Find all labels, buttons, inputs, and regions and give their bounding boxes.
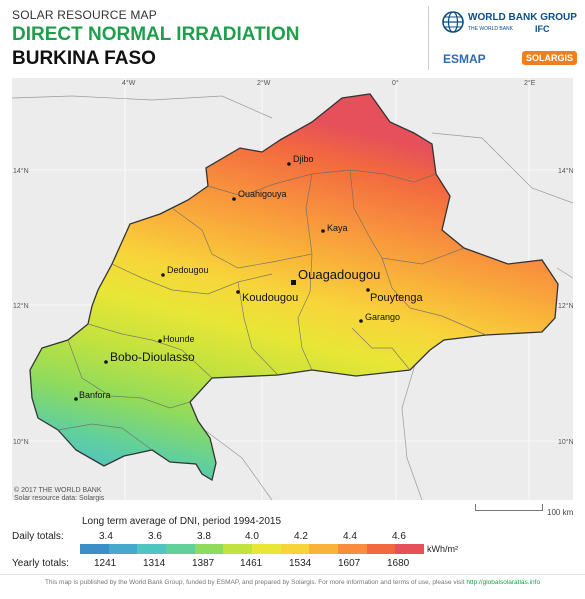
latitude-labels: 14°N 12°N 10°N 14°N 12°N 10°N bbox=[13, 167, 573, 446]
daily-value: 4.4 bbox=[343, 531, 357, 542]
country-name: BURKINA FASO bbox=[12, 48, 156, 69]
map-copyright: © 2017 THE WORLD BANK Solar resource dat… bbox=[14, 487, 104, 503]
city-label: Ouagadougou bbox=[298, 267, 380, 282]
legend-swatch bbox=[223, 544, 253, 554]
longitude-labels: 4°W 2°W 0° 2°E bbox=[122, 79, 536, 87]
city-label: Bobo-Dioulasso bbox=[110, 350, 195, 364]
lon-label-2e: 2°E bbox=[524, 79, 536, 87]
legend-swatch bbox=[108, 544, 138, 554]
city-label: Ouahigouya bbox=[238, 189, 287, 199]
city-label: Djibo bbox=[293, 154, 314, 164]
city-djibo: Djibo bbox=[287, 154, 314, 166]
city-label: Koudougou bbox=[242, 292, 298, 304]
lat-label-14n: 14°N bbox=[13, 167, 29, 175]
footer-link[interactable]: http://globalsolaratlas.info bbox=[466, 579, 541, 586]
yearly-value: 1534 bbox=[289, 558, 312, 569]
legend-swatch bbox=[80, 544, 109, 554]
lat-label-12n: 12°N bbox=[13, 302, 29, 310]
yearly-totals-label: Yearly totals: bbox=[12, 558, 69, 569]
world-bank-sub-text: THE WORLD BANK bbox=[468, 26, 514, 32]
daily-value: 4.2 bbox=[294, 531, 308, 542]
world-bank-logo: WORLD BANK GROUP THE WORLD BANK IFC bbox=[442, 9, 580, 43]
legend-swatch bbox=[338, 544, 367, 554]
yearly-value: 1387 bbox=[192, 558, 215, 569]
lon-label-4w: 4°W bbox=[122, 79, 136, 87]
daily-totals-label: Daily totals: bbox=[12, 531, 64, 542]
legend-swatch bbox=[309, 544, 339, 554]
legend-swatch bbox=[366, 544, 396, 554]
legend-swatch bbox=[280, 544, 310, 554]
ifc-text: IFC bbox=[535, 24, 550, 34]
world-bank-group-text: WORLD BANK GROUP bbox=[468, 12, 577, 23]
header-divider bbox=[428, 6, 429, 70]
daily-value: 3.8 bbox=[197, 531, 211, 542]
lon-label-2w: 2°W bbox=[257, 79, 271, 87]
city-markers: Djibo Ouahigouya Kaya Dedougou Ouagadoug… bbox=[74, 154, 423, 401]
city-label: Hounde bbox=[163, 334, 195, 344]
scale-bar-label: 100 km bbox=[547, 508, 574, 517]
daily-value: 3.4 bbox=[99, 531, 113, 542]
city-pouytenga: Pouytenga bbox=[366, 288, 423, 304]
city-label: Banfora bbox=[79, 390, 111, 400]
legend-swatch bbox=[166, 544, 195, 554]
city-kaya: Kaya bbox=[321, 223, 348, 233]
city-hounde: Hounde bbox=[158, 334, 195, 344]
yearly-value: 1314 bbox=[143, 558, 166, 569]
esmap-logo: ESMAP bbox=[443, 52, 486, 66]
city-garango: Garango bbox=[359, 312, 400, 323]
lat-label-10n-right: 10°N bbox=[558, 438, 573, 446]
legend-swatch bbox=[194, 544, 224, 554]
daily-value: 4.6 bbox=[392, 531, 406, 542]
city-ouahigouya: Ouahigouya bbox=[232, 189, 287, 201]
globe-icon bbox=[442, 11, 464, 33]
footer-text: This map is published by the World Bank … bbox=[44, 579, 465, 586]
yearly-value: 1680 bbox=[387, 558, 410, 569]
city-label: Kaya bbox=[327, 223, 348, 233]
city-banfora: Banfora bbox=[74, 390, 111, 401]
city-bobo-dioulasso: Bobo-Dioulasso bbox=[104, 350, 195, 364]
neighbor-borders bbox=[12, 95, 573, 500]
map-kicker: SOLAR RESOURCE MAP bbox=[12, 8, 157, 22]
map-header: SOLAR RESOURCE MAP DIRECT NORMAL IRRADIA… bbox=[0, 0, 585, 78]
lat-label-10n: 10°N bbox=[13, 438, 29, 446]
scale-bar-line bbox=[475, 504, 543, 511]
copyright-line-2: Solar resource data: Solargis bbox=[14, 495, 105, 502]
solargis-logo: SOLARGIS bbox=[522, 51, 578, 65]
legend-color-bar bbox=[80, 544, 425, 554]
scale-bar: 100 km bbox=[475, 504, 575, 518]
yearly-value: 1241 bbox=[94, 558, 117, 569]
legend-swatch bbox=[395, 544, 425, 554]
region-borders bbox=[57, 169, 487, 451]
map-title: DIRECT NORMAL IRRADIATION bbox=[12, 24, 300, 45]
lat-label-14n-right: 14°N bbox=[558, 167, 573, 175]
city-label: Dedougou bbox=[167, 265, 209, 275]
city-dedougou: Dedougou bbox=[161, 265, 209, 277]
footer-divider bbox=[0, 574, 585, 575]
lat-label-12n-right: 12°N bbox=[558, 302, 573, 310]
city-ouagadougou: Ouagadougou bbox=[291, 267, 380, 285]
city-label: Pouytenga bbox=[370, 292, 423, 304]
copyright-line-1: © 2017 THE WORLD BANK bbox=[14, 487, 102, 494]
lon-label-0: 0° bbox=[392, 79, 399, 87]
yearly-value: 1461 bbox=[240, 558, 263, 569]
legend-swatch bbox=[137, 544, 167, 554]
legend-swatch bbox=[252, 544, 281, 554]
daily-value: 3.6 bbox=[148, 531, 162, 542]
daily-value: 4.0 bbox=[245, 531, 259, 542]
footer-note: This map is published by the World Bank … bbox=[0, 579, 585, 586]
legend-caption: Long term average of DNI, period 1994-20… bbox=[82, 516, 282, 527]
dni-map: 4°W 2°W 0° 2°E 14°N 12°N 10°N 14°N 12°N … bbox=[12, 78, 573, 500]
legend-unit: kWh/m² bbox=[427, 544, 458, 554]
yearly-value: 1607 bbox=[338, 558, 361, 569]
city-label: Garango bbox=[365, 312, 400, 322]
city-koudougou: Koudougou bbox=[236, 290, 298, 304]
